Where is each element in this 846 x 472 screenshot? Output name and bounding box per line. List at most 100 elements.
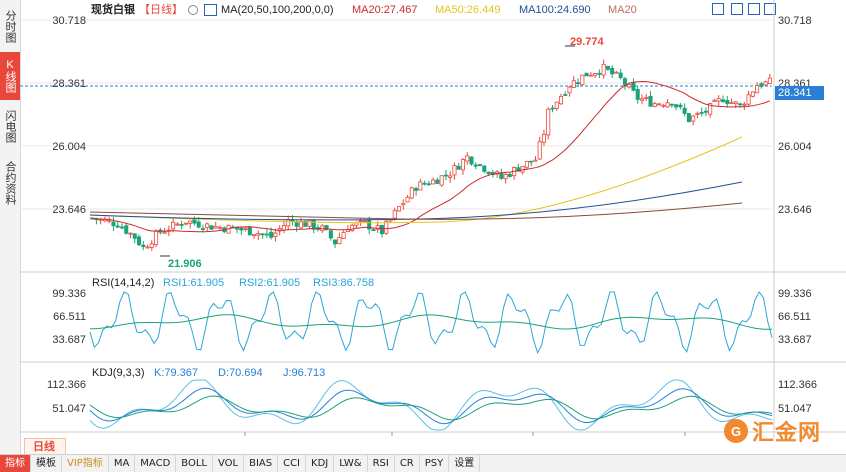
toolbar-tab-12[interactable]: RSI: [368, 455, 395, 472]
tab-flash-chart[interactable]: 闪电图: [4, 109, 16, 143]
candle: [473, 164, 478, 167]
candle: [460, 159, 465, 171]
candle: [213, 225, 218, 229]
candle: [554, 101, 559, 109]
rsi1-value: RSI1:61.905: [163, 277, 224, 289]
toolbar-tab-7[interactable]: VOL: [213, 455, 245, 472]
toolbar-tab-4[interactable]: MA: [109, 455, 136, 472]
kdj-k-line: [89, 387, 773, 425]
instrument-title: 现货白银: [91, 4, 135, 16]
candle: [674, 104, 679, 108]
candle: [644, 97, 649, 99]
toolbar-tab-11[interactable]: LW&: [334, 455, 368, 472]
toolbar-tab-14[interactable]: PSY: [420, 455, 450, 472]
candle: [239, 227, 244, 231]
candle: [563, 94, 568, 96]
toolbar-tab-6[interactable]: BOLL: [176, 455, 213, 472]
ma50-value: MA50:26.449: [435, 4, 501, 16]
price-axis-label-right: 23.646: [778, 204, 812, 216]
candle: [401, 202, 406, 206]
candle: [294, 221, 299, 227]
tab-minute-chart[interactable]: 分时图: [4, 9, 16, 43]
toolbar-tab-13[interactable]: CR: [395, 455, 420, 472]
candle: [175, 223, 180, 226]
candle: [593, 73, 598, 76]
candle: [597, 72, 602, 75]
kdj-axis-label-right: 112.366: [778, 379, 817, 391]
candle: [576, 82, 581, 85]
candle: [477, 164, 483, 166]
candle: [503, 174, 508, 180]
move-icon[interactable]: [712, 3, 724, 15]
candle: [154, 230, 159, 245]
candle: [682, 107, 687, 114]
fullscreen-icon[interactable]: [764, 3, 776, 15]
candle: [273, 232, 278, 237]
candle: [669, 103, 674, 106]
candle: [652, 103, 657, 107]
candle: [716, 98, 721, 102]
tab-contract-info[interactable]: 合约资料: [4, 161, 16, 205]
price-axis-label-left: 26.004: [52, 141, 86, 153]
toolbar-tab-5[interactable]: MACD: [135, 455, 177, 472]
zoom-out-icon[interactable]: [748, 3, 760, 15]
candle: [712, 99, 717, 102]
candle: [695, 112, 700, 115]
site-logo: G 汇金网: [724, 418, 821, 446]
candle: [601, 63, 606, 76]
toolbar-tab-3[interactable]: VIP指标: [62, 455, 109, 472]
candle: [729, 101, 734, 104]
candle: [149, 243, 154, 248]
candle: [371, 229, 376, 232]
toolbar-tab-8[interactable]: BIAS: [244, 455, 279, 472]
candle: [546, 108, 551, 136]
candle: [567, 86, 572, 94]
ma50-line: [89, 136, 743, 224]
toolbar-tab-2[interactable]: 模板: [31, 455, 62, 472]
kdj-axis-label-left: 112.366: [47, 379, 86, 391]
candle: [375, 225, 380, 230]
toolbar-tab-1[interactable]: 指标: [0, 455, 31, 472]
rsi2-line: [90, 314, 773, 330]
candle: [200, 228, 205, 230]
rsi-axis-label-left: 99.336: [52, 288, 86, 300]
candle: [136, 236, 142, 246]
candle: [443, 174, 448, 177]
indicator-icon[interactable]: [204, 4, 217, 16]
toolbar-tab-15[interactable]: 设置: [449, 455, 481, 472]
toolbar-tab-9[interactable]: CCI: [278, 455, 307, 472]
candle: [767, 77, 772, 84]
candle: [358, 220, 363, 223]
rsi-axis-label-left: 33.687: [52, 334, 86, 346]
zoom-in-icon[interactable]: [731, 3, 743, 15]
candle: [188, 220, 193, 224]
period-tag[interactable]: 【日线】: [139, 4, 183, 16]
candle: [524, 160, 529, 168]
toolbar-tab-10[interactable]: KDJ: [306, 455, 335, 472]
candle: [507, 174, 512, 177]
candle: [115, 225, 120, 228]
candle: [746, 94, 751, 105]
candle: [341, 232, 346, 239]
rsi-axis-label-right: 33.687: [778, 334, 812, 346]
candle: [119, 226, 124, 229]
candle: [247, 226, 252, 236]
settings-icon[interactable]: [188, 5, 198, 15]
candle: [580, 74, 585, 86]
date-axis-label: 2024/05: [665, 437, 705, 438]
candle: [469, 156, 474, 165]
tab-kline-chart[interactable]: K线图: [0, 52, 20, 100]
candle: [141, 244, 146, 248]
kdj-d-value: D:70.694: [218, 367, 263, 379]
candle: [162, 231, 167, 234]
candle: [533, 159, 538, 162]
candle: [328, 230, 333, 239]
ma200-line: [89, 202, 743, 220]
candle: [571, 80, 576, 88]
rsi-axis-label-right: 99.336: [778, 288, 812, 300]
candle: [648, 95, 653, 107]
candle: [362, 220, 367, 223]
rsi2-value: RSI2:61.905: [239, 277, 300, 289]
candle: [584, 72, 589, 77]
